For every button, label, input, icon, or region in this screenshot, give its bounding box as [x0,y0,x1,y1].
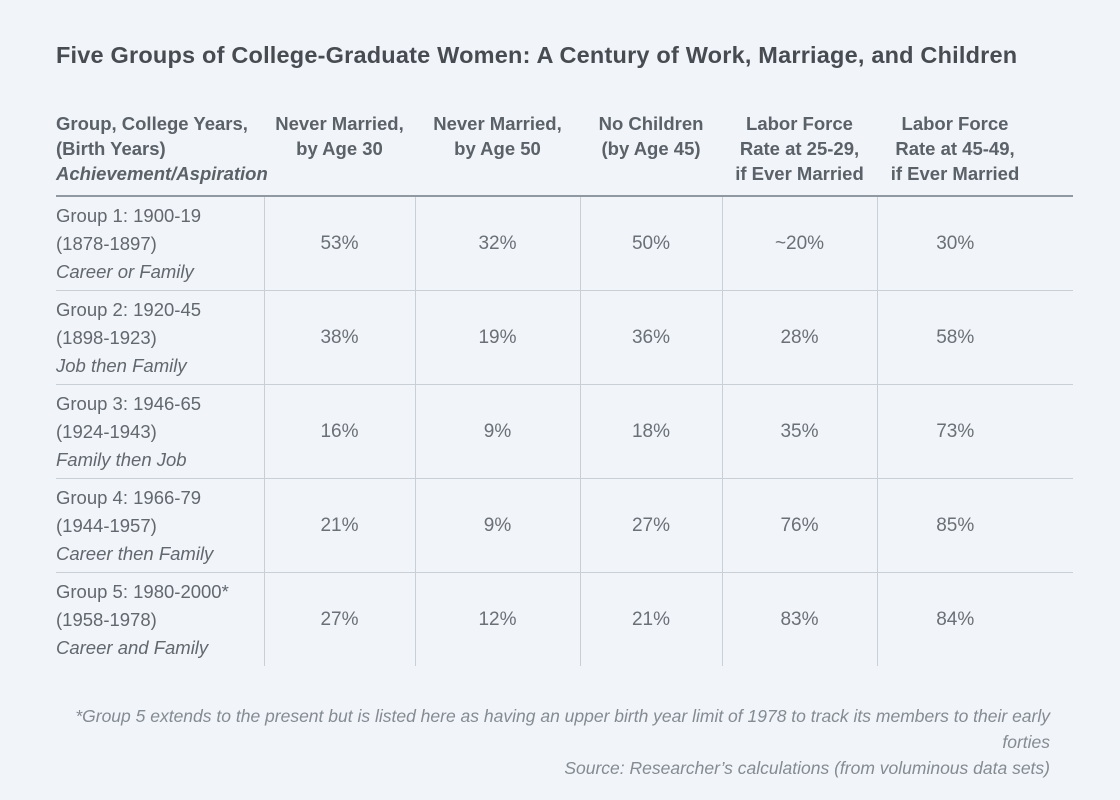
row-label: Group 3: 1946-65 (1924-1943) Family then… [56,384,265,479]
table-row-group-5: Group 5: 1980-2000* (1958-1978) Career a… [56,572,1073,666]
cell-value: 32% [415,196,581,291]
row-label-lines: Group 4: 1966-79 (1944-1957) [56,486,202,536]
source-line: Source: Researcher’s calculations (from … [564,758,1050,778]
row-label: Group 2: 1920-45 (1898-1923) Job then Fa… [56,290,265,385]
cell-value: 30% [877,196,1073,291]
column-header-labor-force-25-29: Labor Force Rate at 25-29, if Ever Marri… [722,111,877,197]
column-header-labor-force-45-49: Labor Force Rate at 45-49, if Ever Marri… [877,111,1073,197]
row-label-aspiration: Job then Family [56,354,187,376]
five-groups-table: Group, College Years, (Birth Years) Achi… [56,111,1073,666]
row-label-aspiration: Family then Job [56,448,187,470]
cell-value: 27% [264,572,416,666]
cell-value: ~20% [722,196,878,291]
cell-value: 28% [722,290,878,385]
row-label-lines: Group 5: 1980-2000* (1958-1978) [56,580,229,630]
table-row-group-1: Group 1: 1900-19 (1878-1897) Career or F… [56,196,1073,291]
row-label-lines: Group 2: 1920-45 (1898-1923) [56,298,202,348]
row-label-lines: Group 3: 1946-65 (1924-1943) [56,392,202,442]
row-label-aspiration: Career and Family [56,636,209,658]
row-label: Group 5: 1980-2000* (1958-1978) Career a… [56,572,265,666]
cell-value: 38% [264,290,416,385]
column-header-group: Group, College Years, (Birth Years) Achi… [56,111,268,197]
table-row-group-4: Group 4: 1966-79 (1944-1957) Career then… [56,478,1073,573]
cell-value: 9% [415,478,581,573]
row-label: Group 4: 1966-79 (1944-1957) Career then… [56,478,265,573]
cell-value: 27% [580,478,723,573]
column-header-group-italic: Achievement/Aspiration [56,163,268,184]
footnotes: *Group 5 extends to the present but is l… [56,703,1050,781]
row-label-aspiration: Career then Family [56,542,214,564]
figure-title: Five Groups of College-Graduate Women: A… [56,42,1018,68]
cell-value: 21% [264,478,416,573]
cell-value: 83% [722,572,878,666]
row-label-lines: Group 1: 1900-19 (1878-1897) [56,204,202,254]
cell-value: 21% [580,572,723,666]
cell-value: 58% [877,290,1073,385]
column-header-group-lines: Group, College Years, (Birth Years) [56,113,248,159]
cell-value: 50% [580,196,723,291]
footnote-asterisk: *Group 5 extends to the present but is l… [75,706,1050,752]
header-row: Group, College Years, (Birth Years) Achi… [56,111,1073,197]
cell-value: 35% [722,384,878,479]
column-header-no-children: No Children (by Age 45) [580,111,722,197]
cell-value: 36% [580,290,723,385]
cell-value: 85% [877,478,1073,573]
table-row-group-2: Group 2: 1920-45 (1898-1923) Job then Fa… [56,290,1073,385]
row-label-aspiration: Career or Family [56,260,194,282]
cell-value: 9% [415,384,581,479]
cell-value: 19% [415,290,581,385]
cell-value: 84% [936,608,975,630]
cell-value: 73% [877,384,1073,479]
column-header-never-married-30: Never Married, by Age 30 [264,111,415,197]
cell-value: 53% [264,196,416,291]
table-row-group-3: Group 3: 1946-65 (1924-1943) Family then… [56,384,1073,479]
column-header-never-married-50: Never Married, by Age 50 [415,111,580,197]
cell-value: 18% [580,384,723,479]
cell-value: 76% [722,478,878,573]
cell-value: 12% [415,572,581,666]
row-label: Group 1: 1900-19 (1878-1897) Career or F… [56,196,265,291]
cell-value: 16% [264,384,416,479]
